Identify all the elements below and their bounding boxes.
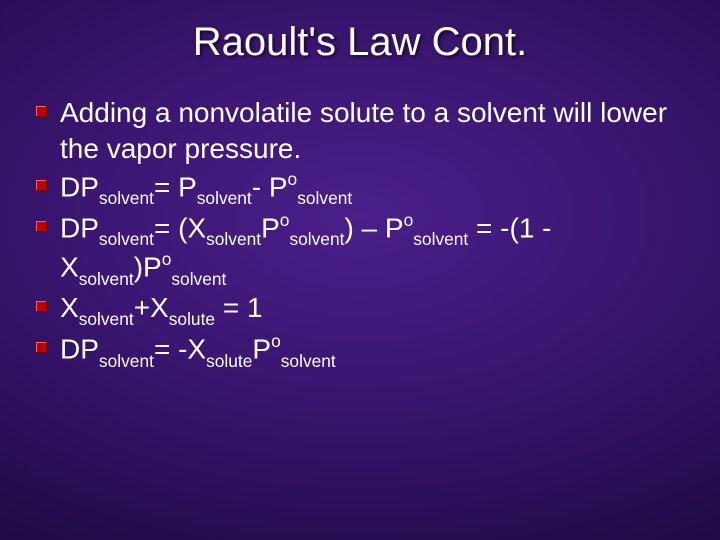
b3-eq: = (X bbox=[154, 212, 206, 243]
bullet-3: DPsolvent= (XsolventPosolvent) – Posolve… bbox=[60, 210, 690, 288]
b2-delta: D bbox=[60, 171, 80, 202]
b3-po1: P bbox=[261, 212, 280, 243]
b3-close: ) – P bbox=[344, 212, 403, 243]
b3-sub5: solvent bbox=[79, 269, 134, 289]
b2-sub2: solvent bbox=[197, 188, 252, 208]
b4-eq: = 1 bbox=[215, 292, 262, 323]
b3-sup1: o bbox=[280, 210, 290, 230]
b4-sub1: solvent bbox=[79, 309, 134, 329]
b3-sup3: o bbox=[162, 249, 172, 269]
slide: Raoult's Law Cont. Adding a nonvolatile … bbox=[0, 0, 720, 540]
b3-l2b: )P bbox=[134, 251, 162, 282]
bullet-5: DPsolvent= -XsolutePosolvent bbox=[60, 331, 690, 370]
b5-delta: D bbox=[60, 333, 80, 364]
b3-sub1: solvent bbox=[99, 229, 154, 249]
slide-body: Adding a nonvolatile solute to a solvent… bbox=[0, 65, 720, 370]
bullet-4: Xsolvent+Xsolute = 1 bbox=[60, 290, 690, 329]
b5-sub3: solvent bbox=[281, 351, 336, 371]
b3-sub4: solvent bbox=[413, 229, 468, 249]
b3-l2a: X bbox=[60, 251, 79, 282]
b3-sub3: solvent bbox=[289, 229, 344, 249]
b4-x: X bbox=[60, 292, 79, 323]
b4-plus: +X bbox=[134, 292, 169, 323]
b5-sub2: solute bbox=[206, 351, 252, 371]
b3-sup2: o bbox=[404, 210, 414, 230]
b2-eq: = P bbox=[154, 171, 197, 202]
b2-sup1: o bbox=[288, 169, 298, 189]
b3-sub2: solvent bbox=[206, 229, 261, 249]
b5-sup1: o bbox=[271, 331, 281, 351]
b5-p: P bbox=[80, 333, 99, 364]
b5-po: P bbox=[252, 333, 271, 364]
b2-sub3: solvent bbox=[297, 188, 352, 208]
b2-sub1: solvent bbox=[99, 188, 154, 208]
b3-tail: = -(1 - bbox=[468, 212, 551, 243]
b5-sub1: solvent bbox=[99, 351, 154, 371]
b4-sub2: solute bbox=[169, 309, 215, 329]
bullet-1: Adding a nonvolatile solute to a solvent… bbox=[60, 95, 690, 167]
b5-eq: = -X bbox=[154, 333, 206, 364]
b2-minus: - P bbox=[252, 171, 288, 202]
slide-title: Raoult's Law Cont. bbox=[0, 0, 720, 65]
bullet-2: DPsolvent= Psolvent- Posolvent bbox=[60, 169, 690, 208]
bullet-1-text: Adding a nonvolatile solute to a solvent… bbox=[60, 97, 667, 164]
b2-p1: P bbox=[80, 171, 99, 202]
b3-sub6: solvent bbox=[171, 269, 226, 289]
b3-p1: P bbox=[80, 212, 99, 243]
b3-delta: D bbox=[60, 212, 80, 243]
